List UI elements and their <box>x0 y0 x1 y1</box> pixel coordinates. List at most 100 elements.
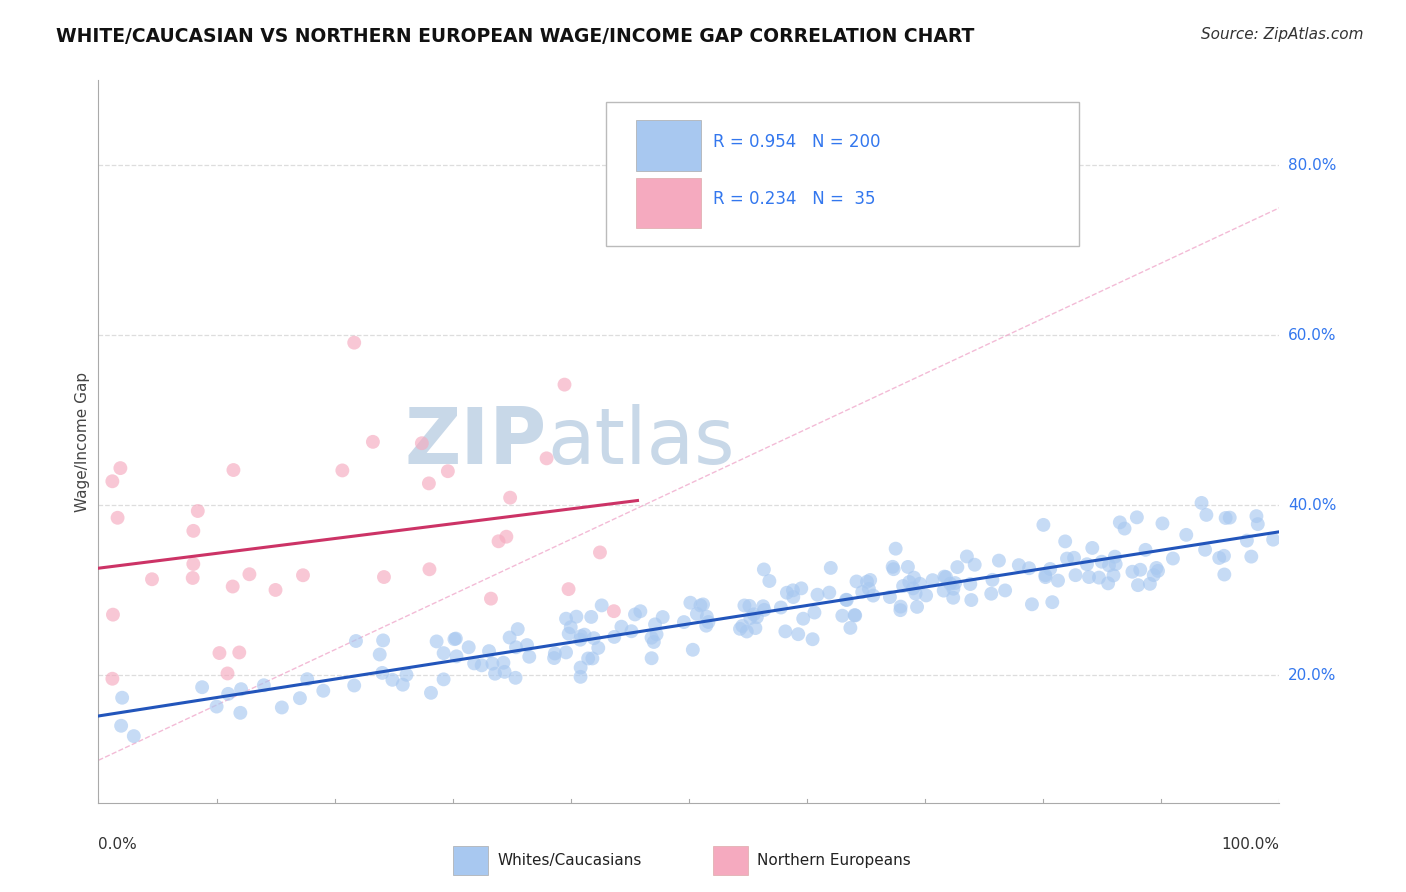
Point <box>839 621 862 635</box>
Point <box>1161 551 1184 566</box>
Point <box>776 585 799 599</box>
Point <box>1018 561 1040 575</box>
Point <box>915 589 938 603</box>
Point <box>835 593 858 607</box>
Point <box>222 463 245 477</box>
Point <box>624 607 647 622</box>
Point <box>291 568 314 582</box>
Point <box>731 619 754 633</box>
Point <box>935 570 957 584</box>
Point <box>1021 597 1043 611</box>
Point <box>288 691 311 706</box>
Point <box>898 575 921 590</box>
Point <box>111 690 134 705</box>
Point <box>264 582 287 597</box>
Point <box>803 606 825 620</box>
Point <box>1047 574 1070 588</box>
Point <box>696 609 718 624</box>
Point <box>1033 568 1056 582</box>
Point <box>1129 563 1152 577</box>
Point <box>934 569 956 583</box>
Point <box>517 649 540 664</box>
Point <box>1078 570 1101 584</box>
Point <box>312 683 335 698</box>
Point <box>792 612 814 626</box>
Text: Northern Europeans: Northern Europeans <box>758 853 911 868</box>
Point <box>576 651 599 665</box>
Point <box>557 626 579 640</box>
Point <box>981 573 1004 587</box>
Point <box>1064 568 1087 582</box>
Point <box>1035 570 1057 584</box>
Point <box>1121 565 1143 579</box>
Point <box>1056 551 1078 566</box>
Text: 40.0%: 40.0% <box>1288 498 1336 513</box>
Point <box>879 590 901 604</box>
Point <box>560 620 582 634</box>
Point <box>506 622 529 636</box>
Point <box>640 631 662 645</box>
Point <box>844 608 866 623</box>
Point <box>1104 549 1126 564</box>
Text: atlas: atlas <box>547 403 735 480</box>
Text: R = 0.954   N = 200: R = 0.954 N = 200 <box>713 133 880 151</box>
Point <box>574 628 596 642</box>
Point <box>101 672 124 686</box>
Bar <box>636 178 700 228</box>
Point <box>901 582 924 596</box>
Point <box>463 657 485 671</box>
Point <box>516 638 538 652</box>
Point <box>122 729 145 743</box>
Point <box>217 666 239 681</box>
Point <box>1213 567 1236 582</box>
Point <box>862 589 884 603</box>
Point <box>1208 551 1230 566</box>
Point <box>588 640 610 655</box>
Point <box>644 617 666 632</box>
Point <box>856 574 879 589</box>
Point <box>628 604 651 618</box>
Point <box>495 530 517 544</box>
Point <box>110 461 132 475</box>
Point <box>1240 549 1263 564</box>
Point <box>1147 564 1170 578</box>
Point <box>1191 496 1213 510</box>
Point <box>395 668 418 682</box>
Point <box>921 573 943 587</box>
Point <box>229 706 252 720</box>
Point <box>728 622 751 636</box>
Point <box>882 559 904 574</box>
Point <box>1195 508 1218 522</box>
Point <box>1194 542 1216 557</box>
Point <box>905 599 928 614</box>
Text: 100.0%: 100.0% <box>1222 837 1279 852</box>
Point <box>960 593 983 607</box>
Point <box>782 583 804 598</box>
Point <box>1126 578 1149 592</box>
Point <box>1108 516 1130 530</box>
Point <box>205 699 228 714</box>
Point <box>1246 509 1268 524</box>
Point <box>603 630 626 644</box>
Bar <box>636 120 700 170</box>
FancyBboxPatch shape <box>606 102 1078 246</box>
Point <box>426 634 449 648</box>
Point <box>433 673 456 687</box>
Point <box>959 577 981 591</box>
Point <box>1143 568 1166 582</box>
Point <box>835 592 858 607</box>
Point <box>569 629 592 643</box>
Point <box>1263 533 1285 547</box>
Point <box>101 475 124 489</box>
Point <box>775 624 797 639</box>
Point <box>543 651 565 665</box>
Point <box>391 678 413 692</box>
Point <box>229 682 252 697</box>
Text: WHITE/CAUCASIAN VS NORTHERN EUROPEAN WAGE/INCOME GAP CORRELATION CHART: WHITE/CAUCASIAN VS NORTHERN EUROPEAN WAG… <box>56 27 974 45</box>
Point <box>553 377 575 392</box>
Text: R = 0.234   N =  35: R = 0.234 N = 35 <box>713 191 875 209</box>
Point <box>565 609 588 624</box>
Point <box>752 562 775 576</box>
Point <box>1008 558 1031 573</box>
Point <box>481 657 503 671</box>
